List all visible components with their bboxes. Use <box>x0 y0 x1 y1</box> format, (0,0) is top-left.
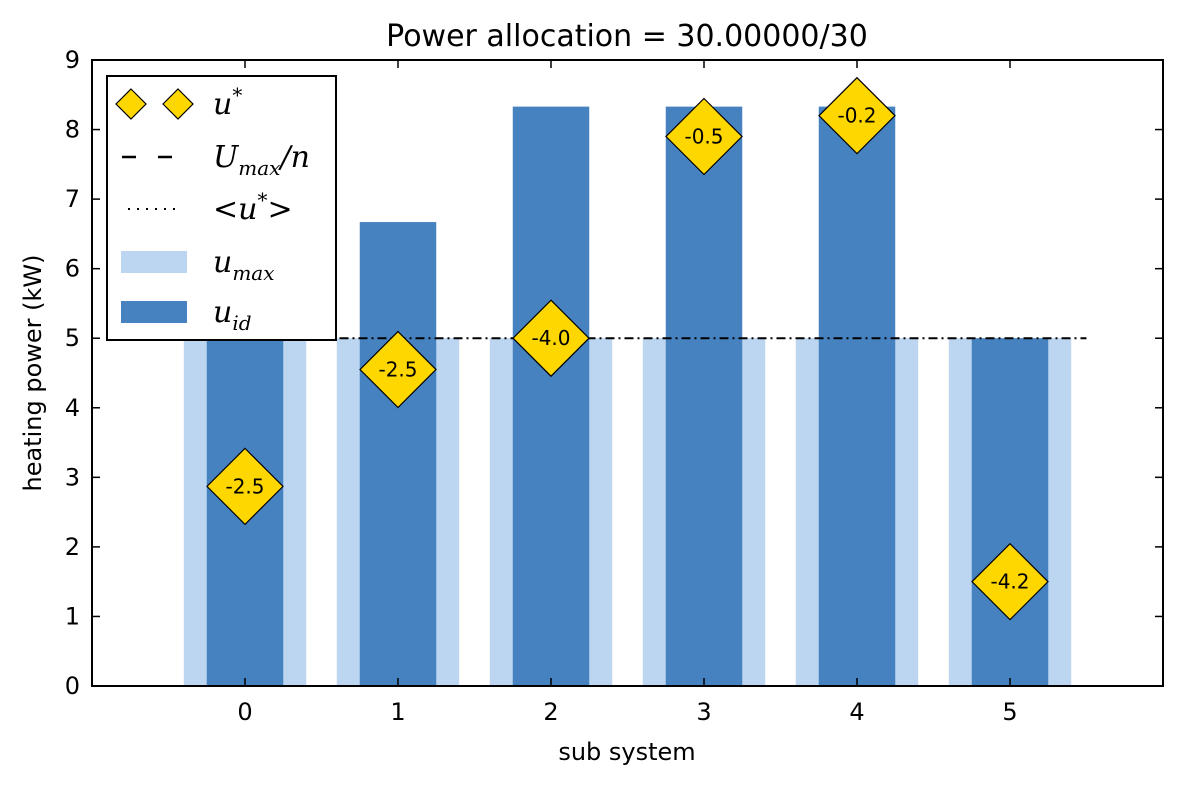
y-tick-label-0: 0 <box>65 672 80 700</box>
y-axis-label: heating power (kW) <box>19 255 47 492</box>
legend-box <box>106 75 337 341</box>
x-tick-label-4: 4 <box>849 698 864 726</box>
chart-title: Power allocation = 30.00000/30 <box>386 19 868 54</box>
marker-label-4: -0.2 <box>837 104 876 128</box>
bar-uid-2 <box>512 106 590 686</box>
legend-marker-diamond-1 <box>162 88 194 120</box>
legend-patch-uid <box>121 301 187 323</box>
marker-ustar-1 <box>359 330 437 409</box>
marker-label-5: -4.2 <box>990 570 1029 594</box>
x-axis-label: sub system <box>558 738 695 766</box>
marker-label-1: -2.5 <box>378 358 417 382</box>
marker-ustar-4 <box>818 76 896 155</box>
x-tick-label-0: 0 <box>237 698 252 726</box>
bar-uid-4 <box>818 106 896 686</box>
marker-ustar-2 <box>512 299 590 378</box>
marker-label-3: -0.5 <box>684 125 723 149</box>
plot-frame <box>91 59 1164 687</box>
marker-ustar-5 <box>971 542 1049 621</box>
y-tick-label-1: 1 <box>65 602 80 630</box>
marker-label-2: -4.0 <box>531 326 570 350</box>
y-tick-label-3: 3 <box>65 463 80 491</box>
y-tick-label-9: 9 <box>65 46 80 74</box>
legend-label-umax: umax <box>213 245 275 285</box>
legend-marker-diamond-0 <box>115 88 147 120</box>
legend: u* Umax/n <u*> umax uid <box>106 75 337 341</box>
x-tick-label-1: 1 <box>390 698 405 726</box>
y-tick-label-8: 8 <box>65 116 80 144</box>
y-tick-label-5: 5 <box>65 324 80 352</box>
legend-label-mean-ustar: <u*> <box>213 188 293 227</box>
x-tick-label-5: 5 <box>1002 698 1017 726</box>
x-tick-label-2: 2 <box>543 698 558 726</box>
marker-ustar-3 <box>665 97 743 176</box>
bar-uid-3 <box>665 106 743 686</box>
y-tick-label-4: 4 <box>65 394 80 422</box>
plot-area: -2.5 -2.5 -4.0 -0.5 -0.2 -4.2 0 1 2 3 4 5 6 7 8 9 0 1 2 3 4 5 <box>65 46 1164 726</box>
legend-label-umax-n: Umax/n <box>213 140 310 180</box>
bar-uid-1 <box>359 222 437 686</box>
bar-uid-5 <box>971 338 1049 686</box>
legend-patch-umax <box>121 251 187 273</box>
marker-ustar-0 <box>206 447 284 526</box>
y-tick-label-7: 7 <box>65 185 80 213</box>
y-tick-label-2: 2 <box>65 533 80 561</box>
x-tick-label-3: 3 <box>696 698 711 726</box>
marker-label-0: -2.5 <box>225 474 264 498</box>
legend-label-ustar: u* <box>213 83 242 122</box>
legend-label-uid: uid <box>213 295 252 335</box>
y-tick-label-6: 6 <box>65 255 80 283</box>
